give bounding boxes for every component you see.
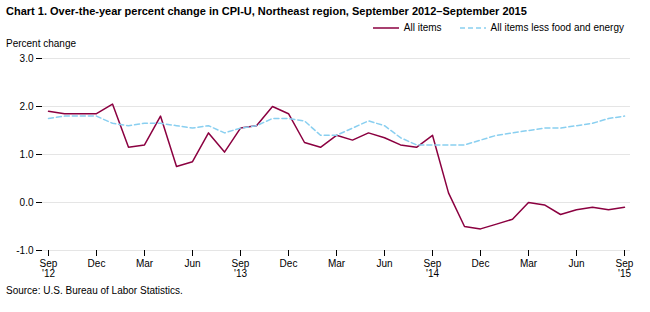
html-text:Chart 1. Over-the-year percent: Chart 1. Over-the-year percent change in… (6, 5, 527, 17)
svg-text:Sep'15: Sep'15 (616, 258, 634, 279)
svg-text:Dec: Dec (88, 258, 106, 269)
svg-text:Jun: Jun (376, 258, 392, 269)
svg-text:Sep'13: Sep'13 (232, 258, 250, 279)
svg-text:Mar: Mar (328, 258, 346, 269)
svg-text:Dec: Dec (280, 258, 298, 269)
svg-text:Jun: Jun (568, 258, 584, 269)
html-text:All items less food and energy: All items less food and energy (490, 22, 624, 33)
svg-text:2.0: 2.0 (20, 101, 34, 112)
html-text:Source: U.S. Bureau of Labor S: Source: U.S. Bureau of Labor Statistics. (6, 285, 183, 296)
svg-text:-1.0: -1.0 (16, 245, 34, 256)
svg-text:Mar: Mar (520, 258, 538, 269)
html-text:All items: All items (403, 22, 442, 33)
svg-text:Mar: Mar (136, 258, 154, 269)
html-text:Percent change: Percent change (6, 38, 77, 49)
svg-text:1.0: 1.0 (20, 149, 34, 160)
svg-text:3.0: 3.0 (20, 53, 34, 64)
svg-text:Sep'14: Sep'14 (424, 258, 442, 279)
svg-text:Dec: Dec (472, 258, 490, 269)
svg-text:Sep'12: Sep'12 (40, 258, 58, 279)
svg-text:Jun: Jun (184, 258, 200, 269)
svg-text:0.0: 0.0 (20, 197, 34, 208)
